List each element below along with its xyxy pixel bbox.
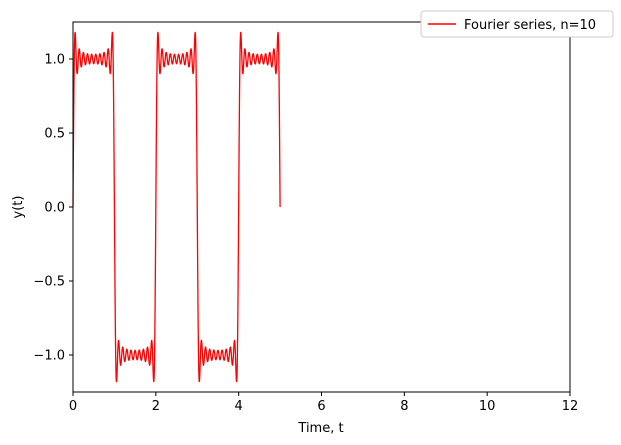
x-tick-label: 12: [562, 399, 579, 414]
x-tick-label: 4: [235, 399, 243, 414]
series-line-fourier-n10: [72, 31, 281, 383]
y-tick-label: −1.0: [33, 349, 65, 364]
legend-entry-label: Fourier series, n=10: [464, 18, 596, 33]
y-axis-ticks: −1.0 −0.5 0.0 0.5 1.0: [33, 53, 73, 364]
x-tick-label: 2: [152, 399, 160, 414]
legend: Fourier series, n=10: [420, 10, 614, 38]
x-tick-label: 6: [317, 399, 325, 414]
y-axis-label: y(t): [11, 196, 26, 219]
x-tick-label: 0: [69, 399, 77, 414]
x-axis-ticks: 0 2 4 6 8 10 12: [69, 392, 578, 414]
y-tick-label: 1.0: [44, 53, 65, 68]
x-axis-label: Time, t: [297, 421, 343, 436]
plot-background: [73, 22, 570, 392]
x-tick-label: 10: [479, 399, 496, 414]
y-tick-label: 0.0: [44, 201, 65, 216]
y-tick-label: −0.5: [33, 275, 65, 290]
legend-box: [420, 10, 614, 38]
series-layer: [72, 31, 281, 383]
y-tick-label: 0.5: [44, 127, 65, 142]
x-tick-label: 8: [400, 399, 408, 414]
